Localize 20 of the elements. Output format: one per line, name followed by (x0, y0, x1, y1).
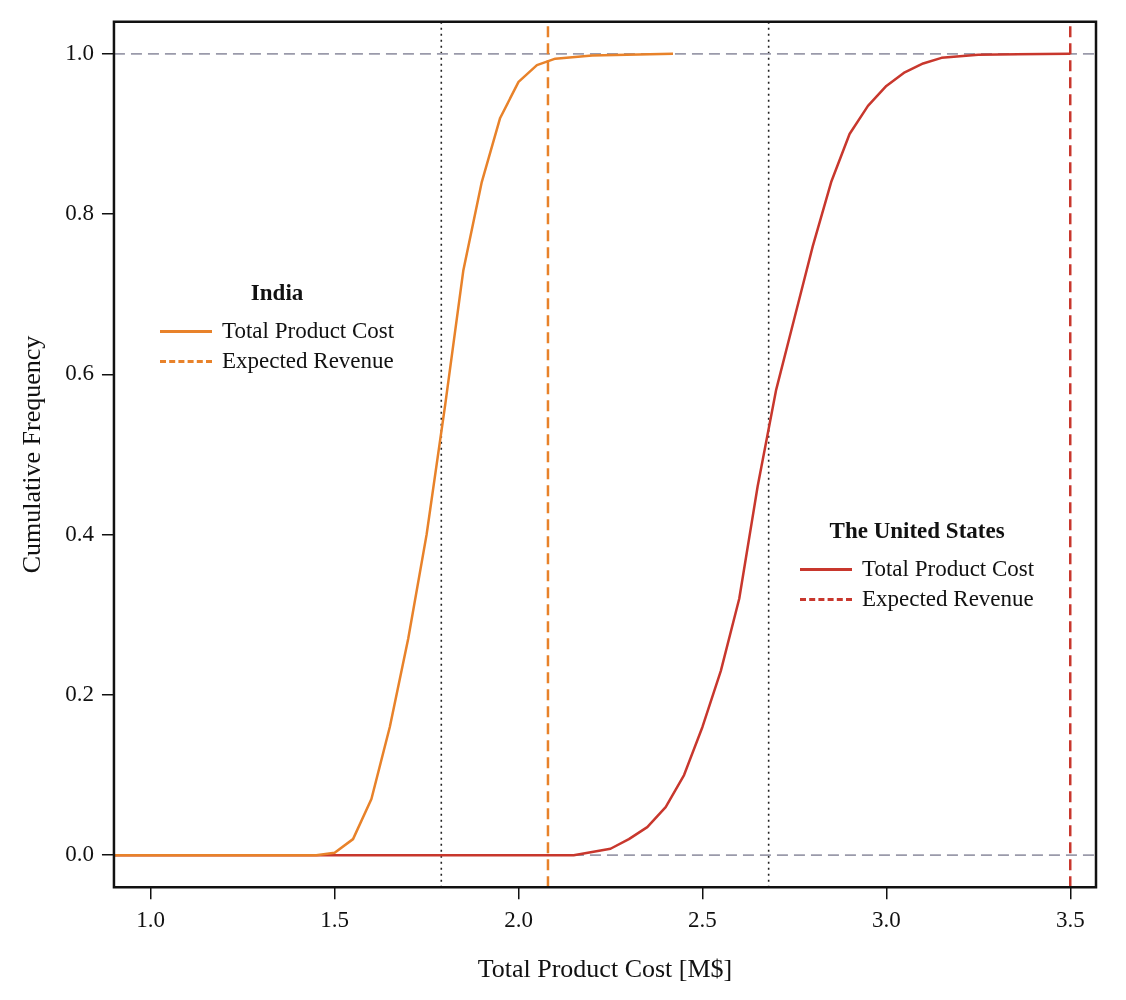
x-tick-label: 3.0 (871, 907, 901, 933)
legend-label: Expected Revenue (862, 586, 1034, 612)
legend-label: Expected Revenue (222, 348, 394, 374)
y-tick-label: 1.0 (65, 39, 94, 65)
x-axis-title: Total Product Cost [M$] (477, 954, 733, 984)
x-tick-label: 1.5 (320, 907, 350, 933)
x-tick-label: 1.0 (136, 907, 166, 933)
y-tick-label: 0.4 (65, 520, 95, 546)
x-tick-label: 3.5 (1055, 907, 1085, 933)
y-tick-label: 0.8 (65, 200, 94, 226)
y-tick-label: 0.0 (65, 841, 94, 867)
y-axis-title: Cumulative Frequency (17, 335, 47, 574)
annotation: The United States (828, 518, 1006, 544)
annotation: India (249, 280, 305, 306)
legend-label: Total Product Cost (222, 318, 395, 344)
y-tick-label: 0.2 (65, 680, 94, 706)
x-tick-label: 2.0 (504, 907, 533, 933)
legend-label: Total Product Cost (862, 556, 1035, 582)
y-tick-label: 0.6 (65, 360, 94, 386)
x-tick-label: 2.5 (688, 907, 717, 933)
